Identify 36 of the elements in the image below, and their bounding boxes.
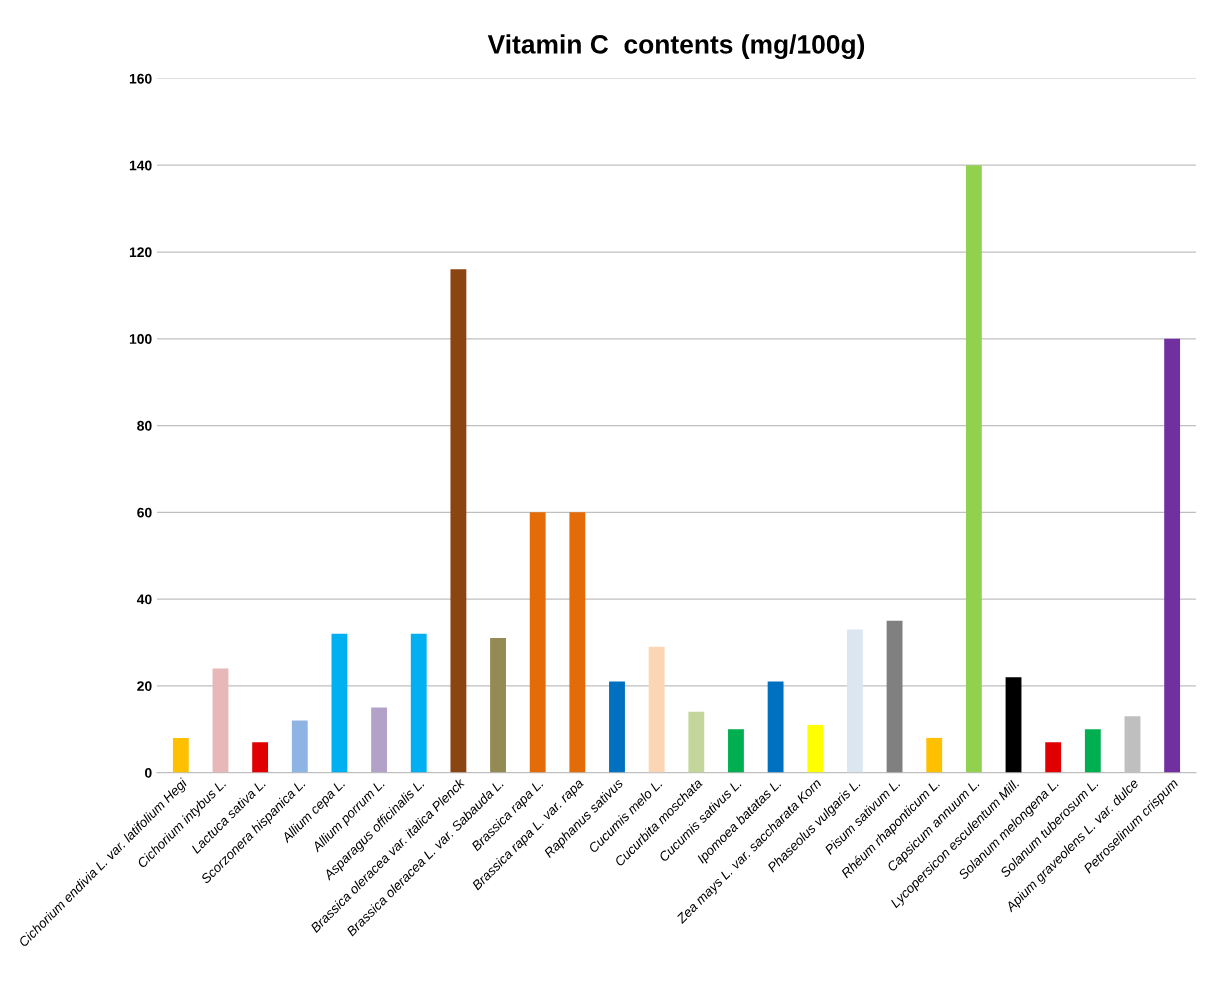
- bar: [846, 629, 863, 773]
- bar: [728, 729, 744, 773]
- bar: [609, 681, 625, 773]
- bar: [886, 620, 903, 773]
- bar: [212, 668, 229, 773]
- bar: [450, 269, 467, 773]
- bar: [648, 646, 665, 773]
- chart-title: Vitamin C contents (mg/100g): [487, 34, 865, 60]
- y-tick-label: 120: [129, 247, 152, 258]
- bar: [569, 512, 586, 773]
- bar: [490, 638, 506, 773]
- bar: [1084, 729, 1101, 773]
- y-tick-label: 60: [137, 507, 152, 518]
- bar: [331, 633, 348, 773]
- y-tick-label: 160: [129, 73, 152, 84]
- bar: [807, 724, 824, 773]
- bar: [1124, 716, 1141, 773]
- bar: [1164, 338, 1181, 773]
- y-tick-label: 100: [129, 334, 152, 344]
- bar: [252, 742, 269, 773]
- bar: [291, 720, 308, 773]
- y-tick-label: 40: [136, 594, 152, 605]
- bar: [965, 165, 982, 773]
- bar: [529, 512, 546, 773]
- y-tick-label: 0: [145, 767, 152, 778]
- bar: [926, 737, 943, 773]
- y-tick-label: 20: [137, 681, 152, 692]
- bar: [1045, 742, 1062, 773]
- bar: [767, 681, 784, 773]
- bar: [1005, 677, 1022, 773]
- bar: [371, 707, 388, 773]
- y-tick-label: 80: [137, 420, 152, 431]
- bar: [410, 633, 427, 773]
- bar: [172, 737, 189, 773]
- y-tick-label: 140: [129, 160, 152, 171]
- bar: [688, 711, 705, 773]
